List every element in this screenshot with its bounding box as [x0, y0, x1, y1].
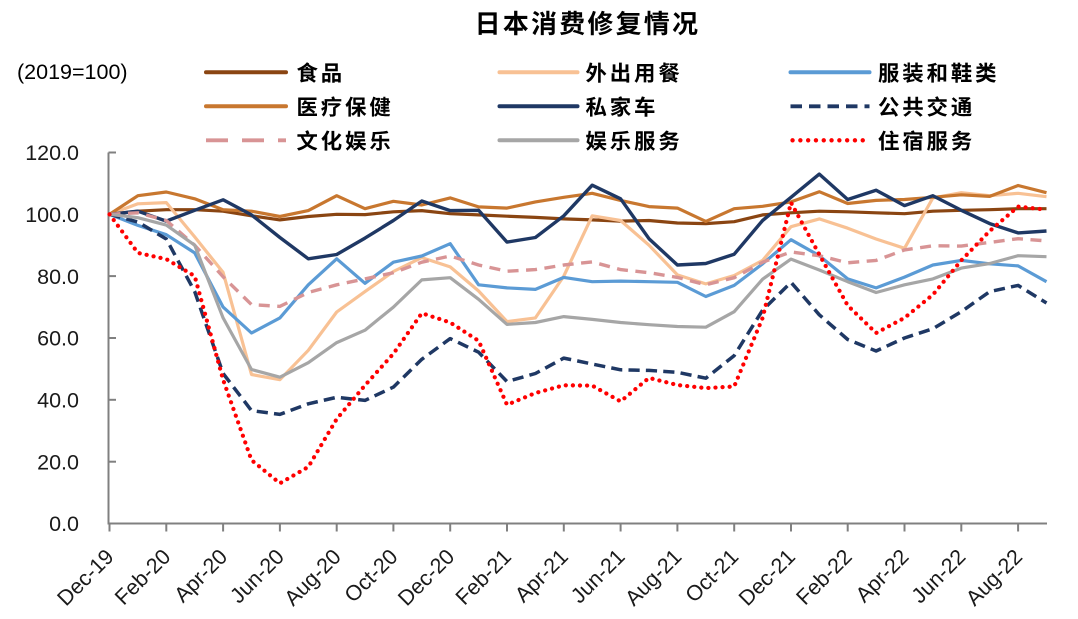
- svg-text:(2019=100): (2019=100): [17, 60, 128, 84]
- svg-text:60.0: 60.0: [37, 327, 79, 351]
- svg-text:40.0: 40.0: [37, 389, 79, 413]
- svg-text:80.0: 80.0: [37, 265, 79, 289]
- svg-text:100.0: 100.0: [25, 203, 79, 227]
- svg-text:20.0: 20.0: [37, 450, 79, 474]
- svg-text:0.0: 0.0: [49, 512, 79, 536]
- svg-text:120.0: 120.0: [25, 141, 79, 165]
